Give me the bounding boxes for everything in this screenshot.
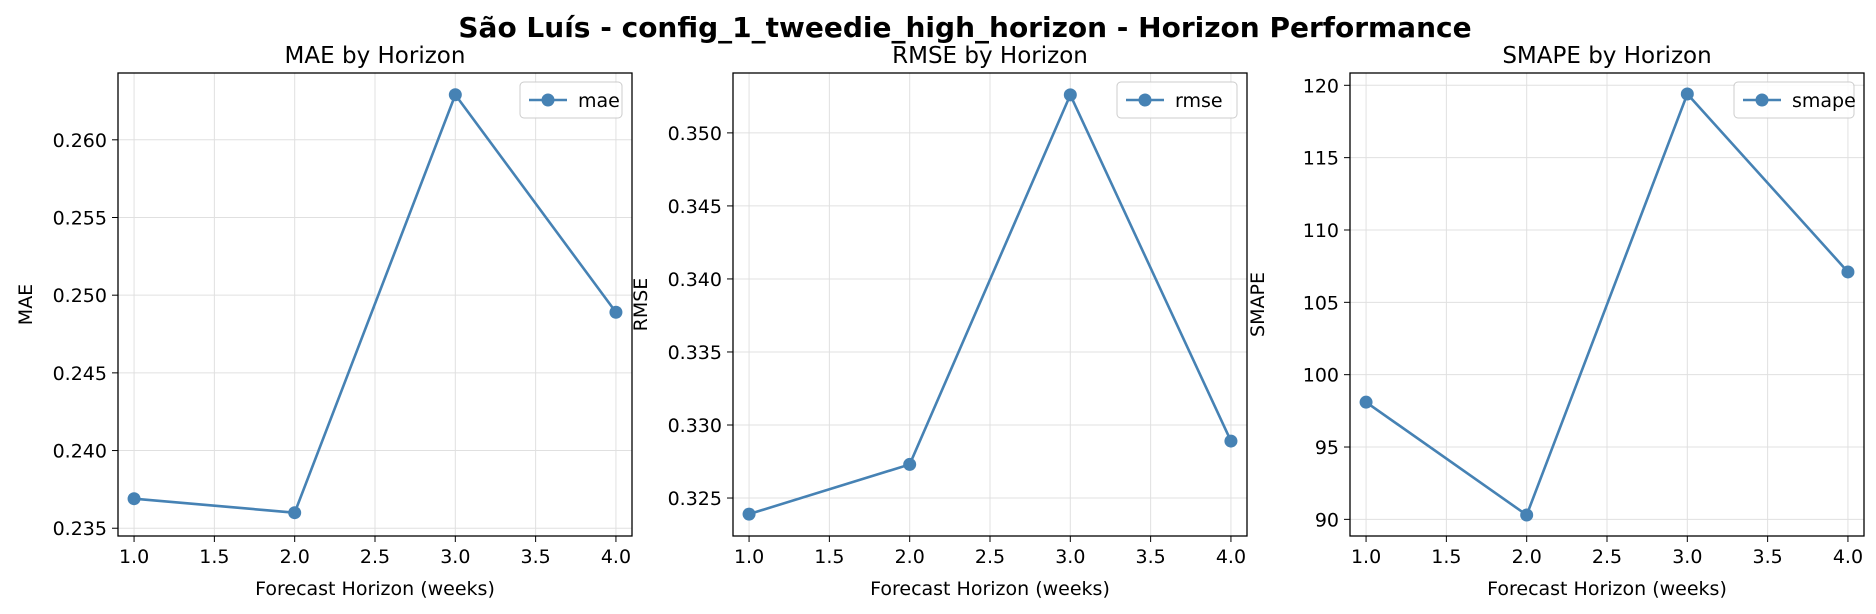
y-tick-label: 0.335 bbox=[668, 342, 722, 364]
figure-title: São Luís - config_1_tweedie_high_horizon… bbox=[458, 11, 1471, 44]
data-point bbox=[1841, 265, 1855, 279]
x-tick-label: 2.5 bbox=[1592, 546, 1622, 568]
legend-box bbox=[519, 81, 623, 119]
data-point bbox=[1680, 87, 1694, 101]
data-point bbox=[742, 507, 756, 521]
x-tick-label: 3.5 bbox=[1136, 546, 1166, 568]
y-tick-label: 0.245 bbox=[53, 363, 107, 385]
data-point bbox=[903, 457, 917, 471]
y-tick-label: 0.250 bbox=[53, 285, 107, 307]
x-axis-label: Forecast Horizon (weeks) bbox=[1487, 578, 1727, 600]
x-tick-label: 1.0 bbox=[734, 546, 764, 568]
legend: rmse bbox=[1116, 81, 1238, 119]
x-tick-label: 3.0 bbox=[1672, 546, 1702, 568]
legend-marker bbox=[1755, 93, 1769, 107]
y-tick-label: 0.350 bbox=[668, 123, 722, 145]
data-point bbox=[288, 506, 302, 520]
x-axis-label: Forecast Horizon (weeks) bbox=[255, 578, 495, 600]
y-tick-label: 0.255 bbox=[53, 207, 107, 229]
legend-box bbox=[1733, 81, 1855, 119]
y-axis-label: SMAPE bbox=[1247, 272, 1269, 337]
data-point bbox=[1520, 508, 1534, 522]
x-tick-label: 4.0 bbox=[601, 546, 631, 568]
series-line-mae bbox=[133, 92, 617, 515]
legend-label: rmse bbox=[1175, 90, 1223, 112]
y-axis-label: RMSE bbox=[630, 278, 652, 332]
data-point bbox=[609, 305, 623, 319]
data-point bbox=[448, 88, 462, 102]
chart-title: SMAPE by Horizon bbox=[1502, 43, 1711, 69]
x-tick-label: 3.5 bbox=[1753, 546, 1783, 568]
y-tick-label: 0.240 bbox=[53, 441, 107, 463]
legend-label: smape bbox=[1792, 90, 1856, 112]
y-tick-label: 110 bbox=[1303, 220, 1339, 242]
x-axis-label: Forecast Horizon (weeks) bbox=[870, 578, 1110, 600]
y-tick-label: 95 bbox=[1315, 437, 1339, 459]
data-point bbox=[1224, 434, 1238, 448]
x-tick-label: 2.5 bbox=[975, 546, 1005, 568]
x-tick-label: 3.5 bbox=[521, 546, 551, 568]
y-tick-label: 0.260 bbox=[53, 130, 107, 152]
x-tick-label: 1.5 bbox=[814, 546, 844, 568]
y-tick-label: 0.340 bbox=[668, 269, 722, 291]
y-axis-label: MAE bbox=[15, 284, 37, 325]
y-tick-label: 0.345 bbox=[668, 196, 722, 218]
y-tick-label: 115 bbox=[1303, 148, 1339, 170]
data-point bbox=[127, 492, 141, 506]
legend-marker bbox=[1138, 93, 1152, 107]
axes-frame bbox=[1349, 72, 1865, 537]
x-tick-label: 2.0 bbox=[280, 546, 310, 568]
series-line-smape bbox=[1365, 91, 1849, 518]
x-tick-label: 2.0 bbox=[1512, 546, 1542, 568]
legend-marker bbox=[541, 93, 555, 107]
x-tick-label: 3.0 bbox=[440, 546, 470, 568]
y-tick-label: 0.235 bbox=[53, 518, 107, 540]
legend-label: mae bbox=[578, 90, 620, 112]
x-tick-label: 2.0 bbox=[895, 546, 925, 568]
legend-box bbox=[1116, 81, 1238, 119]
x-tick-label: 1.0 bbox=[119, 546, 149, 568]
legend: mae bbox=[519, 81, 623, 119]
axes-frame bbox=[117, 72, 633, 537]
x-tick-label: 4.0 bbox=[1216, 546, 1246, 568]
data-point bbox=[1063, 88, 1077, 102]
y-tick-label: 0.325 bbox=[668, 488, 722, 510]
y-tick-label: 100 bbox=[1303, 365, 1339, 387]
x-tick-label: 2.5 bbox=[360, 546, 390, 568]
chart-title: RMSE by Horizon bbox=[892, 43, 1088, 69]
x-tick-label: 4.0 bbox=[1833, 546, 1863, 568]
axes-frame bbox=[732, 72, 1248, 537]
y-tick-label: 105 bbox=[1303, 292, 1339, 314]
y-tick-label: 120 bbox=[1303, 75, 1339, 97]
x-tick-label: 1.0 bbox=[1351, 546, 1381, 568]
chart-title: MAE by Horizon bbox=[285, 43, 466, 69]
chart-panel-3: 1.0 1.5 2.0 2.5 3.0 3.5 4.0 90 95 100 105 110 115 120… bbox=[1247, 43, 1865, 600]
x-tick-label: 3.0 bbox=[1055, 546, 1085, 568]
series-line-rmse bbox=[748, 91, 1233, 516]
y-tick-label: 0.330 bbox=[668, 415, 722, 437]
data-point bbox=[1359, 395, 1373, 409]
y-tick-label: 90 bbox=[1315, 509, 1339, 531]
legend: smape bbox=[1733, 81, 1856, 119]
chart-panel-1: 1.0 1.5 2.0 2.5 3.0 3.5 4.0 0.235 0.240 0.245 0.25… bbox=[15, 43, 633, 600]
x-tick-label: 1.5 bbox=[199, 546, 229, 568]
x-tick-label: 1.5 bbox=[1431, 546, 1461, 568]
chart-panel-2: 1.0 1.5 2.0 2.5 3.0 3.5 4.0 0.325 0.330 0.335 0.34… bbox=[630, 43, 1248, 600]
